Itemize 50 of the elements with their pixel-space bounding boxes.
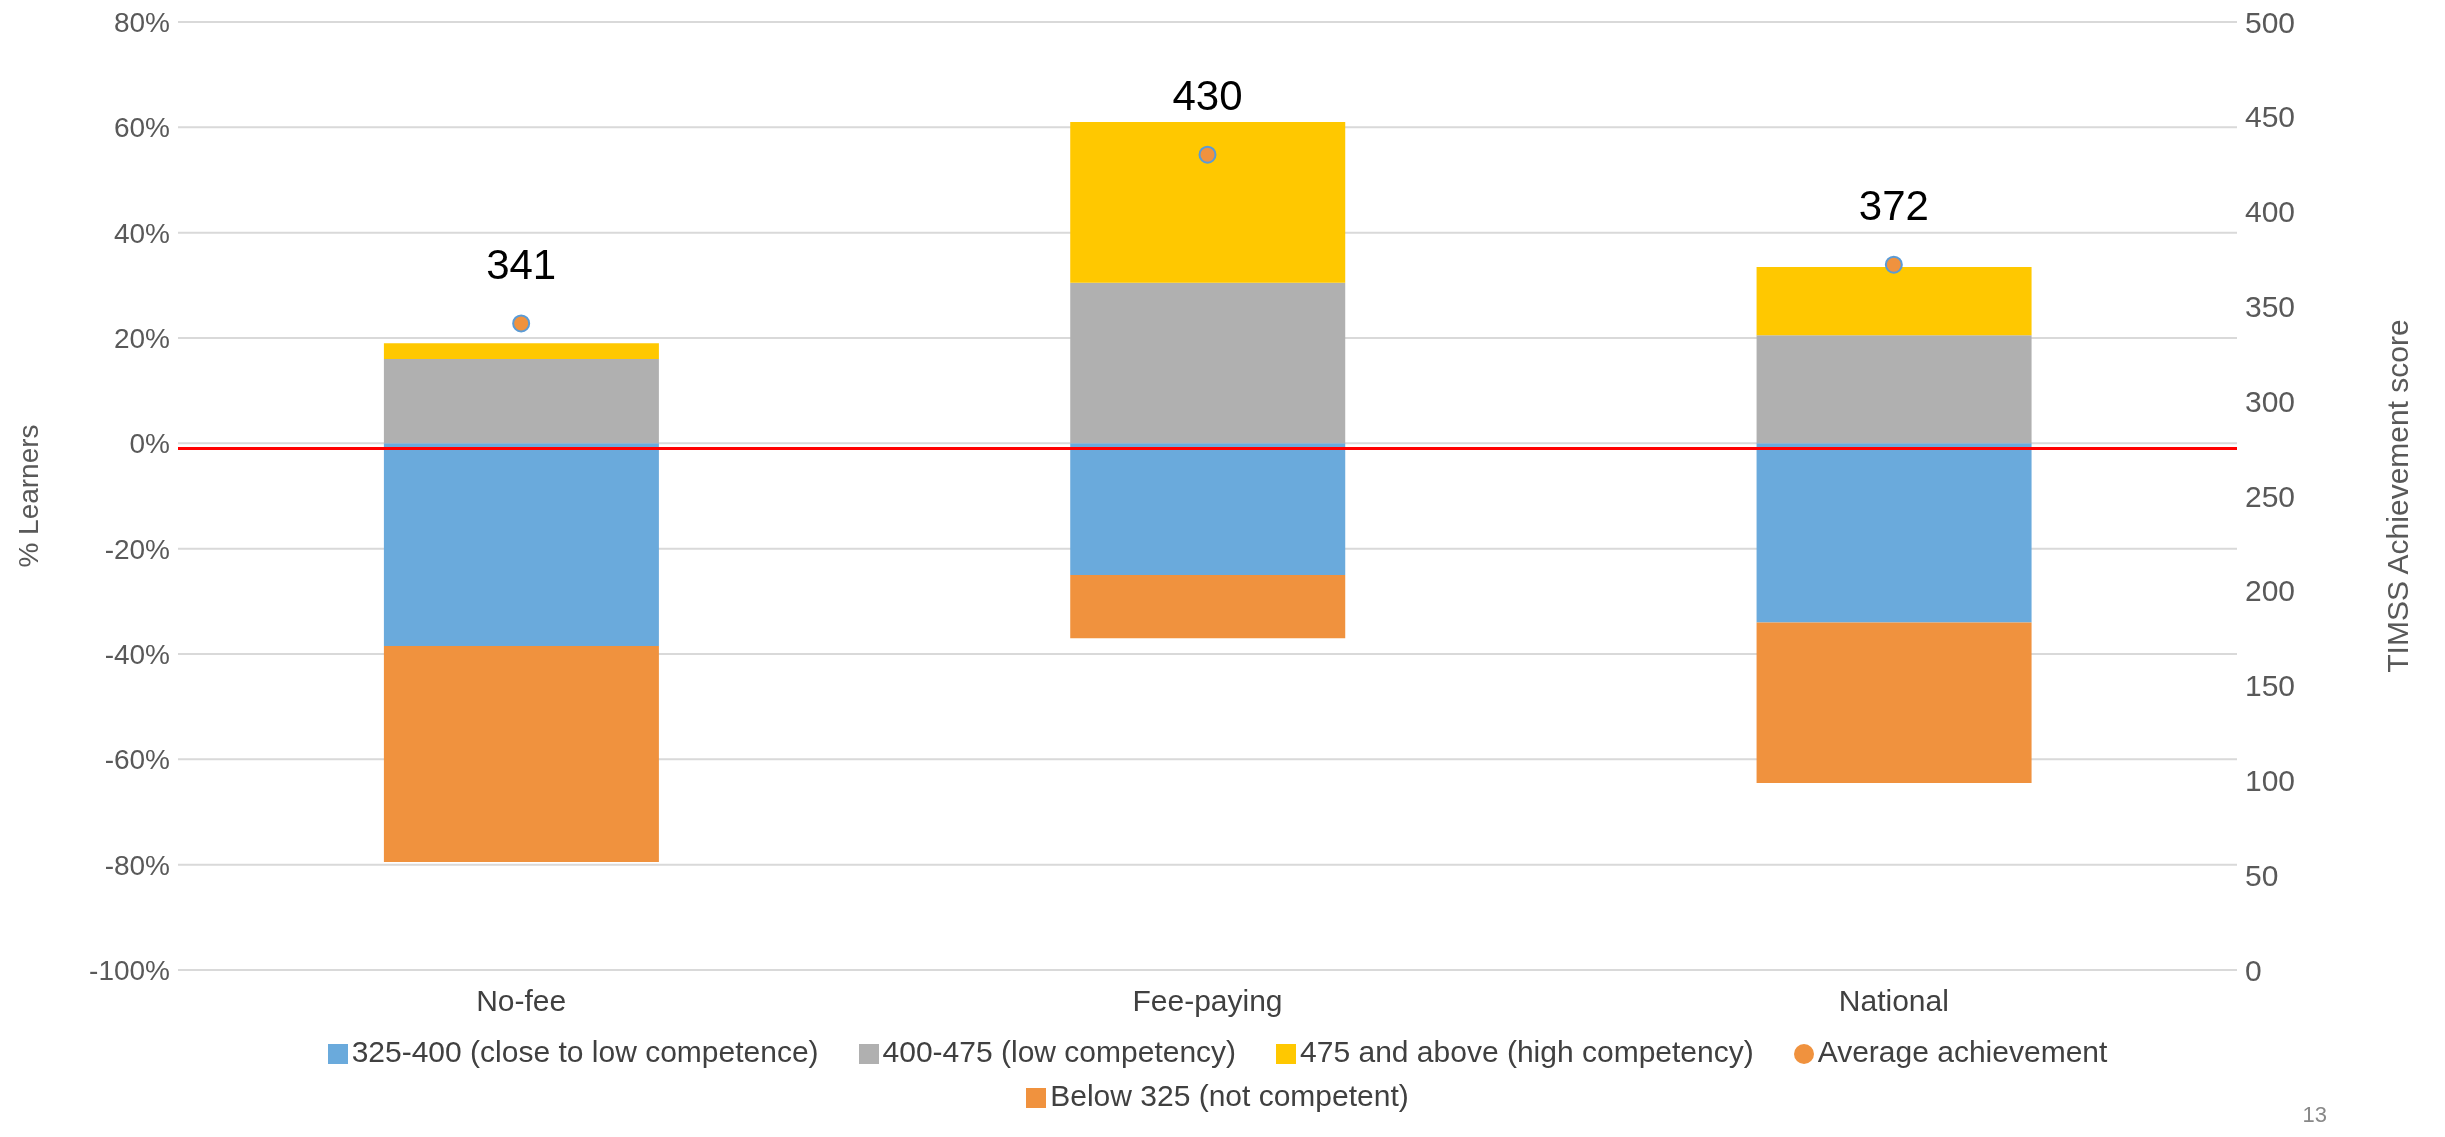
legend-label: Average achievement xyxy=(1817,1035,2108,1068)
y2-tick-label: 400 xyxy=(2245,195,2296,229)
y-tick-label: 80% xyxy=(113,6,170,38)
point xyxy=(512,314,531,333)
y2-tick-label: 200 xyxy=(2245,574,2296,608)
y2-tick-label: 500 xyxy=(2245,5,2296,39)
point xyxy=(1198,145,1217,164)
legend-label: 400-475 (low competency) xyxy=(882,1035,1237,1068)
data-label: 430 xyxy=(1172,72,1243,120)
y-tick-label: 60% xyxy=(113,112,170,144)
legend-label: Below 325 (not competent) xyxy=(1050,1079,1409,1112)
x-tick-label: National xyxy=(1838,984,1949,1018)
y2-tick-label: 250 xyxy=(2245,479,2296,513)
y2-tick-label: 300 xyxy=(2245,384,2296,418)
bar xyxy=(1756,443,2032,623)
data-label: 372 xyxy=(1858,182,1929,230)
legend-label: 325-400 (close to low competence) xyxy=(351,1035,819,1068)
y-tick-label: 0% xyxy=(129,428,170,460)
y2-tick-label: 450 xyxy=(2245,100,2296,134)
y2-tick-label: 100 xyxy=(2245,764,2296,798)
y2-axis-title: TIMSS Achievement score xyxy=(2380,319,2414,673)
y-tick-label: 20% xyxy=(113,322,170,354)
y2-tick-label: 0 xyxy=(2245,953,2262,987)
y-tick-label: -80% xyxy=(104,849,170,881)
bar xyxy=(383,646,659,863)
y-tick-label: -100% xyxy=(89,954,170,986)
bar xyxy=(1756,335,2032,444)
bar xyxy=(1070,122,1346,283)
bar xyxy=(1756,622,2032,784)
bar xyxy=(1070,282,1346,444)
point xyxy=(1884,255,1903,274)
bar xyxy=(383,343,659,360)
bar xyxy=(383,359,659,444)
bar xyxy=(1756,266,2032,336)
y2-tick-label: 50 xyxy=(2245,858,2279,892)
data-label: 341 xyxy=(486,240,557,288)
y-axis-title: % Learners xyxy=(12,424,44,568)
y-tick-label: -40% xyxy=(104,638,170,670)
y-tick-label: -60% xyxy=(104,744,170,776)
y-tick-label: 40% xyxy=(113,217,170,249)
y2-tick-label: 350 xyxy=(2245,290,2296,324)
x-tick-label: Fee-paying xyxy=(1132,984,1283,1018)
legend-label: 475 and above (high competency) xyxy=(1300,1035,1754,1068)
x-tick-label: No-fee xyxy=(476,984,567,1018)
bar xyxy=(383,443,659,647)
text: 13 xyxy=(2302,1102,2327,1128)
y2-tick-label: 150 xyxy=(2245,669,2296,703)
bar xyxy=(1070,575,1346,639)
bar xyxy=(1070,443,1346,575)
y-tick-label: -20% xyxy=(104,533,170,565)
